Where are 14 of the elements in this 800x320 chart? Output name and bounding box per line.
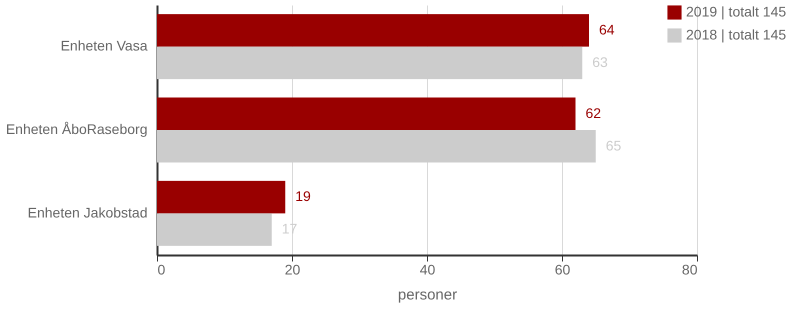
x-tick-label: 80 [682, 262, 698, 278]
y-tick-label: Enheten ÅboRaseborg [6, 121, 148, 137]
x-tick-label: 40 [420, 262, 436, 278]
data-label: 19 [295, 188, 312, 204]
y-tick-label: Enheten Vasa [60, 38, 148, 54]
x-tick-label: 60 [554, 262, 570, 278]
x-tick-label: 0 [158, 262, 166, 278]
data-label: 64 [599, 21, 615, 38]
y-tick-label: Enheten Jakobstad [28, 204, 148, 220]
legend-label: 2018 | totalt 145 [686, 26, 786, 42]
legend-label: 2019 | totalt 145 [686, 4, 786, 20]
data-label: 62 [586, 104, 602, 121]
x-axis-title: personer [398, 286, 458, 304]
x-tick-label: 20 [284, 262, 300, 278]
